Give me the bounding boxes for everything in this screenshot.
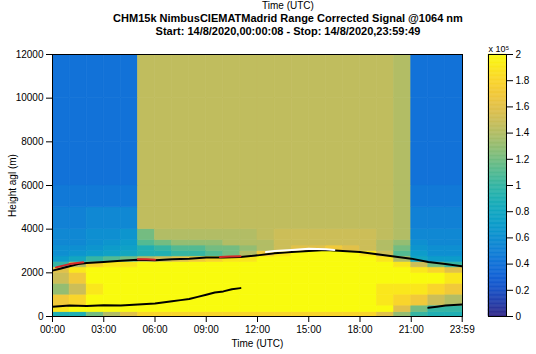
svg-text:2: 2 (516, 49, 522, 60)
svg-text:09:00: 09:00 (194, 324, 219, 335)
html-text:CHM15k NimbusCIEMATMadrid Rang: CHM15k NimbusCIEMATMadrid Range Correcte… (113, 12, 463, 24)
svg-text:Time (UTC): Time (UTC) (232, 338, 284, 349)
svg-text:03:00: 03:00 (91, 324, 116, 335)
svg-text:06:00: 06:00 (142, 324, 167, 335)
html-text:Time (UTC): Time (UTC) (262, 0, 314, 11)
svg-text:1.6: 1.6 (516, 101, 530, 112)
svg-text:0.2: 0.2 (516, 285, 530, 296)
svg-text:4000: 4000 (21, 223, 44, 234)
svg-text:10000: 10000 (16, 92, 44, 103)
svg-text:12000: 12000 (16, 49, 44, 60)
svg-text:00:00: 00:00 (40, 324, 65, 335)
svg-text:0.4: 0.4 (516, 258, 530, 269)
svg-text:0.8: 0.8 (516, 206, 530, 217)
svg-text:1.4: 1.4 (516, 127, 530, 138)
svg-text:0.6: 0.6 (516, 232, 530, 243)
svg-text:15:00: 15:00 (296, 324, 321, 335)
svg-text:1.2: 1.2 (516, 154, 530, 165)
svg-text:12:00: 12:00 (245, 324, 270, 335)
svg-text:0: 0 (38, 311, 44, 322)
svg-text:1: 1 (516, 180, 522, 191)
svg-text:2000: 2000 (21, 267, 44, 278)
html-text:Start: 14/8/2020,00:00:08 - St: Start: 14/8/2020,00:00:08 - Stop: 14/8/2… (155, 25, 421, 37)
svg-text:8000: 8000 (21, 136, 44, 147)
svg-text:Height agl (m): Height agl (m) (7, 154, 18, 217)
svg-text:18:00: 18:00 (347, 324, 372, 335)
svg-text:21:00: 21:00 (399, 324, 424, 335)
svg-text:0: 0 (516, 311, 522, 322)
svg-text:1.8: 1.8 (516, 75, 530, 86)
svg-text:6000: 6000 (21, 180, 44, 191)
svg-text:23:59: 23:59 (450, 324, 475, 335)
svg-text:x 10⁵: x 10⁵ (489, 44, 510, 54)
